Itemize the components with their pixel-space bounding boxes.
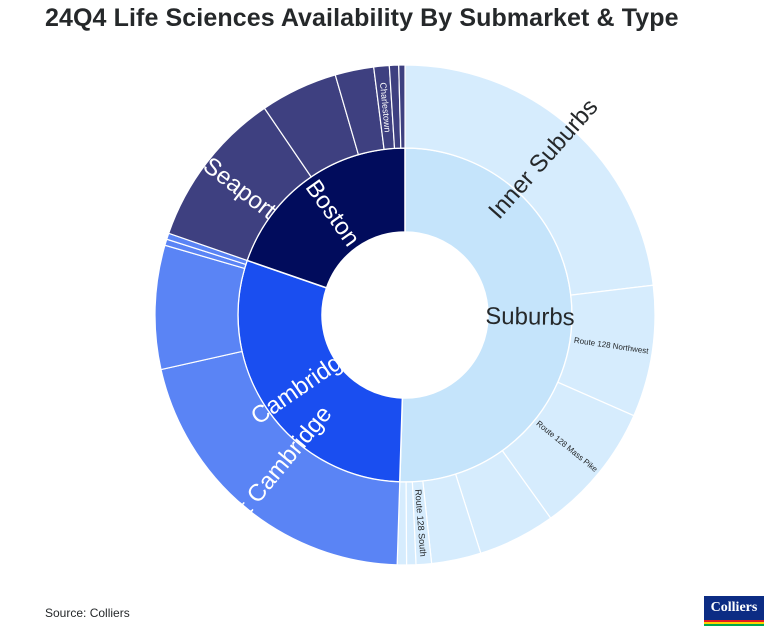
outer-label-charlestown: Charlestown [378, 82, 393, 133]
logo-text: Colliers [710, 600, 758, 615]
logo-stripes [704, 620, 764, 627]
logo-stripe [704, 624, 764, 626]
logo-box: Colliers [704, 596, 764, 620]
logo-stripe [704, 622, 764, 624]
colliers-logo: Colliers [704, 596, 764, 627]
chart-title: 24Q4 Life Sciences Availability By Subma… [45, 4, 679, 32]
logo-stripe [704, 620, 764, 622]
source-note: Source: Colliers [45, 606, 130, 620]
center-hole [323, 233, 487, 397]
outer-segment-boston-5[interactable] [398, 64, 406, 149]
outer-segment-inner-suburbs[interactable] [404, 64, 654, 296]
inner-label-suburbs: Suburbs [485, 303, 575, 331]
outer-segment-east-cambridge[interactable] [160, 350, 401, 566]
